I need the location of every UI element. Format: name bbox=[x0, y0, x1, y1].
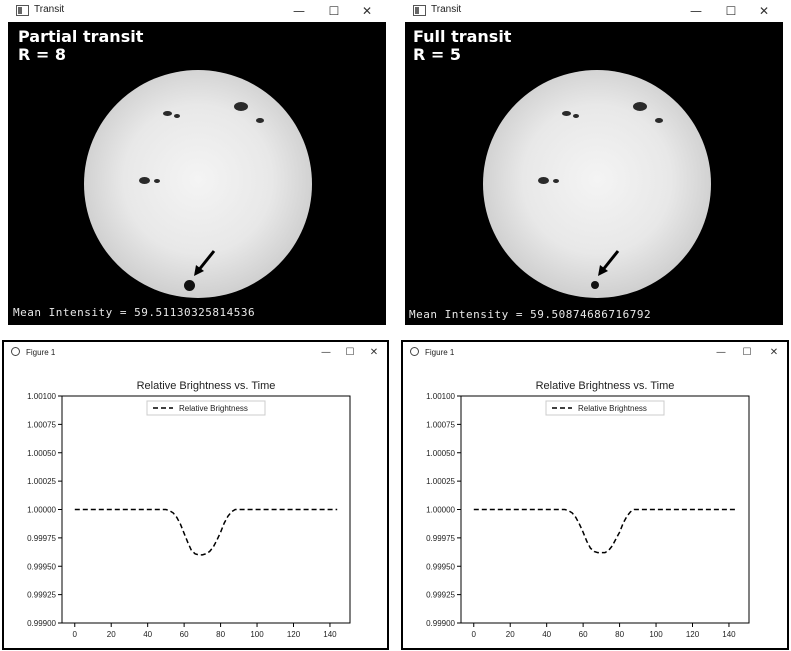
close-button[interactable]: ✕ bbox=[769, 347, 779, 358]
x-tick-label: 0 bbox=[472, 630, 477, 639]
x-tick-label: 80 bbox=[615, 630, 624, 639]
y-tick-label: 1.00075 bbox=[426, 420, 455, 429]
minimize-button[interactable]: — bbox=[716, 347, 726, 358]
x-tick-label: 0 bbox=[73, 630, 78, 639]
sunspot bbox=[553, 179, 559, 183]
figure-window-partial: Figure 1 — ☐ ✕ Relative Brightness vs. T… bbox=[2, 340, 389, 650]
legend-box bbox=[545, 400, 665, 416]
chart-title: Relative Brightness vs. Time bbox=[536, 380, 675, 392]
y-tick-label: 0.99950 bbox=[27, 562, 56, 571]
y-tick-label: 0.99975 bbox=[27, 534, 56, 543]
sunspot bbox=[163, 111, 172, 116]
x-tick-label: 20 bbox=[107, 630, 116, 639]
maximize-button[interactable]: ☐ bbox=[725, 4, 737, 18]
transit-type-label: Partial transit bbox=[18, 27, 144, 46]
arrow-icon bbox=[598, 250, 620, 276]
sunspot bbox=[633, 102, 647, 111]
x-tick-label: 60 bbox=[579, 630, 588, 639]
minimize-button[interactable]: — bbox=[690, 4, 702, 18]
x-tick-label: 120 bbox=[686, 630, 700, 639]
figure-titlebar[interactable]: Figure 1 — ☐ ✕ bbox=[4, 342, 387, 364]
y-tick-label: 1.00050 bbox=[426, 449, 455, 458]
legend-label: Relative Brightness bbox=[179, 404, 248, 413]
sunspot bbox=[234, 102, 248, 111]
maximize-button[interactable]: ☐ bbox=[328, 4, 340, 18]
y-tick-label: 0.99900 bbox=[27, 619, 56, 628]
sunspot bbox=[154, 179, 160, 183]
minimize-button[interactable]: — bbox=[321, 347, 331, 358]
transiting-planet bbox=[184, 280, 195, 291]
x-tick-label: 20 bbox=[506, 630, 515, 639]
x-tick-label: 100 bbox=[250, 630, 264, 639]
y-tick-label: 0.99900 bbox=[426, 619, 455, 628]
y-tick-label: 1.00025 bbox=[27, 477, 56, 486]
y-tick-label: 1.00075 bbox=[27, 420, 56, 429]
series-line-relative-brightness bbox=[74, 508, 338, 556]
app-window-icon bbox=[16, 5, 29, 16]
sunspot bbox=[174, 114, 180, 118]
mean-intensity-readout: Mean Intensity = 59.50874686716792 bbox=[409, 308, 652, 321]
sunspot bbox=[562, 111, 571, 116]
figure-icon bbox=[11, 347, 20, 356]
y-tick-label: 1.00100 bbox=[27, 392, 56, 401]
figure-titlebar[interactable]: Figure 1 — ☐ ✕ bbox=[403, 342, 787, 364]
x-tick-label: 140 bbox=[323, 630, 337, 639]
close-button[interactable]: ✕ bbox=[369, 347, 379, 358]
x-tick-label: 140 bbox=[722, 630, 736, 639]
transiting-planet bbox=[591, 281, 599, 289]
x-tick-label: 60 bbox=[180, 630, 189, 639]
series-line-relative-brightness bbox=[473, 508, 737, 554]
maximize-button[interactable]: ☐ bbox=[742, 347, 752, 358]
legend-label: Relative Brightness bbox=[578, 404, 647, 413]
y-tick-label: 0.99975 bbox=[426, 534, 455, 543]
sunspot bbox=[573, 114, 579, 118]
y-tick-label: 0.99925 bbox=[27, 591, 56, 600]
close-button[interactable]: ✕ bbox=[361, 4, 373, 18]
y-tick-label: 0.99950 bbox=[426, 562, 455, 571]
legend-box bbox=[146, 400, 266, 416]
y-tick-label: 1.00050 bbox=[27, 449, 56, 458]
sunspot bbox=[538, 177, 549, 184]
sunspot bbox=[256, 118, 264, 123]
sun-image-canvas: Full transit R = 5 Mean Intensity = 59.5… bbox=[405, 22, 783, 325]
sunspot bbox=[655, 118, 663, 123]
sunspot bbox=[139, 177, 150, 184]
y-tick-label: 0.99925 bbox=[426, 591, 455, 600]
sun-disk bbox=[84, 70, 312, 298]
y-tick-label: 1.00000 bbox=[426, 506, 455, 515]
sun-image-canvas: Partial transit R = 8 Mean Intensity = 5… bbox=[8, 22, 386, 325]
transit-type-label: Full transit bbox=[413, 27, 512, 46]
figure-window-full: Figure 1 — ☐ ✕ Relative Brightness vs. T… bbox=[401, 340, 789, 650]
y-tick-label: 1.00100 bbox=[426, 392, 455, 401]
minimize-button[interactable]: — bbox=[293, 4, 305, 18]
brightness-chart: Relative Brightness vs. Time 0.99900 0.999… bbox=[27, 380, 351, 639]
window-titlebar[interactable]: Transit — ☐ ✕ bbox=[8, 0, 386, 22]
x-tick-label: 40 bbox=[542, 630, 551, 639]
figure-title: Figure 1 bbox=[26, 348, 56, 357]
arrow-icon bbox=[194, 250, 216, 276]
plot-frame bbox=[460, 395, 750, 624]
transit-window-partial: Transit — ☐ ✕ Partial transit R = 8 Mean… bbox=[8, 0, 386, 325]
figure-title: Figure 1 bbox=[425, 348, 455, 357]
y-tick-label: 1.00025 bbox=[426, 477, 455, 486]
mean-intensity-readout: Mean Intensity = 59.51130325814536 bbox=[13, 306, 256, 319]
app-window-icon bbox=[413, 5, 426, 16]
radius-label: R = 5 bbox=[413, 45, 461, 64]
x-tick-label: 100 bbox=[649, 630, 663, 639]
chart-title: Relative Brightness vs. Time bbox=[137, 380, 276, 392]
close-button[interactable]: ✕ bbox=[758, 4, 770, 18]
window-title: Transit bbox=[431, 4, 462, 15]
maximize-button[interactable]: ☐ bbox=[345, 347, 355, 358]
y-tick-label: 1.00000 bbox=[27, 506, 56, 515]
brightness-chart: Relative Brightness vs. Time 0.99900 0.999… bbox=[426, 380, 750, 639]
radius-label: R = 8 bbox=[18, 45, 66, 64]
figure-icon bbox=[410, 347, 419, 356]
window-titlebar[interactable]: Transit — ☐ ✕ bbox=[405, 0, 783, 22]
window-title: Transit bbox=[34, 4, 65, 15]
x-tick-label: 40 bbox=[143, 630, 152, 639]
transit-window-full: Transit — ☐ ✕ Full transit R = 5 Mean In… bbox=[405, 0, 783, 325]
x-tick-label: 80 bbox=[216, 630, 225, 639]
x-tick-label: 120 bbox=[287, 630, 301, 639]
sun-disk bbox=[483, 70, 711, 298]
